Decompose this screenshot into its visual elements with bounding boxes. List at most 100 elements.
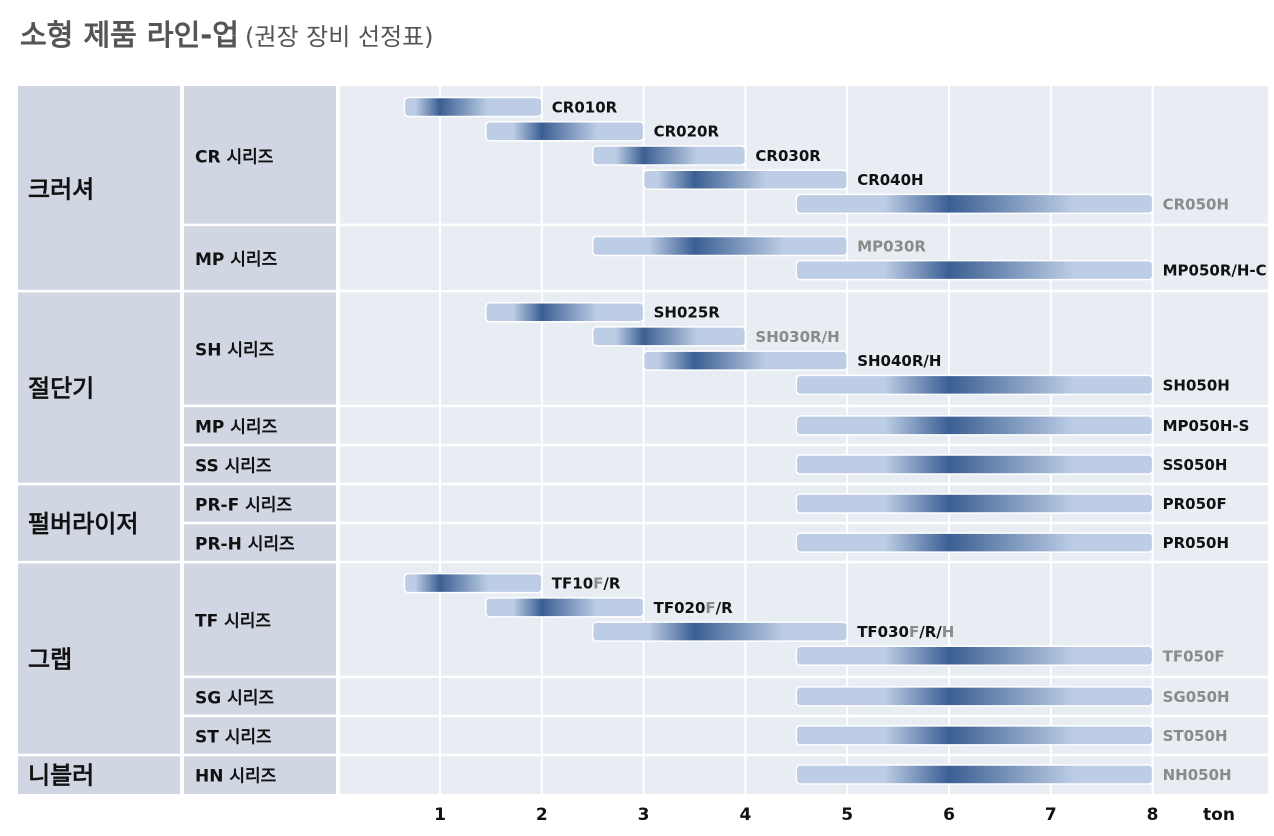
- product-label-part: CR020R: [654, 123, 720, 141]
- product-bar: [795, 686, 1154, 707]
- product-bar: [795, 764, 1154, 785]
- product-bar: [795, 532, 1154, 553]
- product-label-part: ST050H: [1163, 727, 1228, 745]
- product-bar: [403, 572, 543, 594]
- series-label: PR-F 시리즈: [195, 496, 292, 516]
- category-label: 펄버라이저: [28, 510, 138, 538]
- series-label: MP 시리즈: [195, 250, 278, 270]
- product-label: MP030R: [857, 237, 926, 255]
- x-tick-label: 8: [1147, 805, 1159, 825]
- x-tick-label: 1: [434, 805, 446, 825]
- category-column: [18, 86, 180, 794]
- product-bar: [642, 350, 848, 371]
- product-label-part: SS050H: [1163, 456, 1228, 474]
- product-label-part: TF050F: [1163, 647, 1225, 665]
- product-bar: [795, 259, 1154, 281]
- x-tick-label: 3: [638, 805, 650, 825]
- product-label: SH030R/H: [755, 328, 839, 346]
- product-label: TF030F/R/H: [857, 623, 954, 641]
- series-label: MP 시리즈: [195, 417, 278, 437]
- product-label: PR050H: [1163, 534, 1229, 552]
- category-label: 크러셔: [28, 176, 94, 204]
- product-bar: [795, 725, 1154, 746]
- product-label: CR020R: [654, 123, 720, 141]
- x-axis-unit: ton: [1203, 805, 1235, 825]
- product-label-part: PR050H: [1163, 534, 1229, 552]
- x-tick-label: 7: [1045, 805, 1057, 825]
- product-label-part: TF020: [654, 599, 706, 617]
- series-label: CR 시리즈: [195, 147, 274, 167]
- product-bar: [591, 621, 848, 642]
- product-label: CR010R: [552, 99, 618, 117]
- product-label-part: NH050H: [1163, 766, 1232, 784]
- page-subtitle: (권장 장비 선정표): [245, 23, 434, 51]
- product-bar: [403, 96, 543, 118]
- series-label: SG 시리즈: [195, 688, 274, 708]
- product-label: TF020F/R: [654, 599, 734, 617]
- product-bar: [795, 493, 1154, 514]
- product-label-part: /R: [716, 599, 733, 617]
- category-label: 그랩: [28, 646, 72, 674]
- product-bar: [591, 235, 848, 257]
- product-label-part: MP050R/H-C: [1163, 262, 1267, 280]
- series-label: HN 시리즈: [195, 766, 277, 786]
- series-label: TF 시리즈: [195, 611, 271, 631]
- product-bar: [795, 645, 1154, 667]
- product-bar: [485, 120, 645, 142]
- x-tick-label: 6: [943, 805, 955, 825]
- x-tick-label: 4: [739, 805, 751, 825]
- product-label-part: /R/: [919, 623, 942, 641]
- product-bar: [485, 301, 645, 323]
- product-label-part: H: [942, 623, 955, 641]
- product-label-part: SH040R/H: [857, 352, 941, 370]
- product-label-part: MP030R: [857, 237, 926, 255]
- product-label-part: SH025R: [654, 304, 721, 322]
- page-title: 소형 제품 라인-업: [20, 18, 239, 52]
- x-tick-label: 5: [841, 805, 853, 825]
- product-label: CR040H: [857, 171, 923, 189]
- product-label: SH050H: [1163, 376, 1230, 394]
- product-label-part: F: [593, 575, 603, 593]
- product-label-part: TF10: [552, 575, 593, 593]
- product-label: TF050F: [1163, 647, 1225, 665]
- x-tick-label: 2: [536, 805, 548, 825]
- product-label-part: TF030: [857, 623, 909, 641]
- product-label-part: CR040H: [857, 171, 923, 189]
- series-label: SH 시리즈: [195, 341, 275, 361]
- series-label: SS 시리즈: [195, 456, 272, 476]
- category-label: 절단기: [28, 375, 94, 403]
- product-label: CR050H: [1163, 195, 1229, 213]
- product-label-part: /R: [603, 575, 620, 593]
- product-label: TF10F/R: [552, 575, 621, 593]
- product-label-part: SG050H: [1163, 688, 1230, 706]
- product-bar: [642, 169, 848, 190]
- product-bar: [485, 597, 645, 618]
- product-label-part: SH030R/H: [755, 328, 839, 346]
- product-label-part: PR050F: [1163, 495, 1227, 513]
- product-label: PR050F: [1163, 495, 1227, 513]
- product-bar: [795, 374, 1154, 396]
- product-label: SH040R/H: [857, 352, 941, 370]
- product-label: MP050H-S: [1163, 417, 1250, 435]
- product-label-part: CR010R: [552, 99, 618, 117]
- title-block: 소형 제품 라인-업 (권장 장비 선정표): [20, 12, 434, 54]
- product-label: SS050H: [1163, 456, 1228, 474]
- product-label-part: F: [909, 623, 919, 641]
- product-label-part: F: [705, 599, 715, 617]
- product-label-part: CR030R: [755, 147, 821, 165]
- product-label: NH050H: [1163, 766, 1232, 784]
- series-label: ST 시리즈: [195, 727, 272, 747]
- product-label: CR030R: [755, 147, 821, 165]
- product-bar: [795, 415, 1154, 436]
- category-label: 니블러: [28, 761, 94, 789]
- series-label: PR-H 시리즈: [195, 535, 295, 555]
- product-label: SG050H: [1163, 688, 1230, 706]
- product-bar: [795, 193, 1154, 215]
- product-label-part: SH050H: [1163, 376, 1230, 394]
- product-bar: [795, 454, 1154, 475]
- product-label: ST050H: [1163, 727, 1228, 745]
- product-label: SH025R: [654, 304, 721, 322]
- product-bar: [591, 145, 747, 166]
- product-label-part: CR050H: [1163, 195, 1229, 213]
